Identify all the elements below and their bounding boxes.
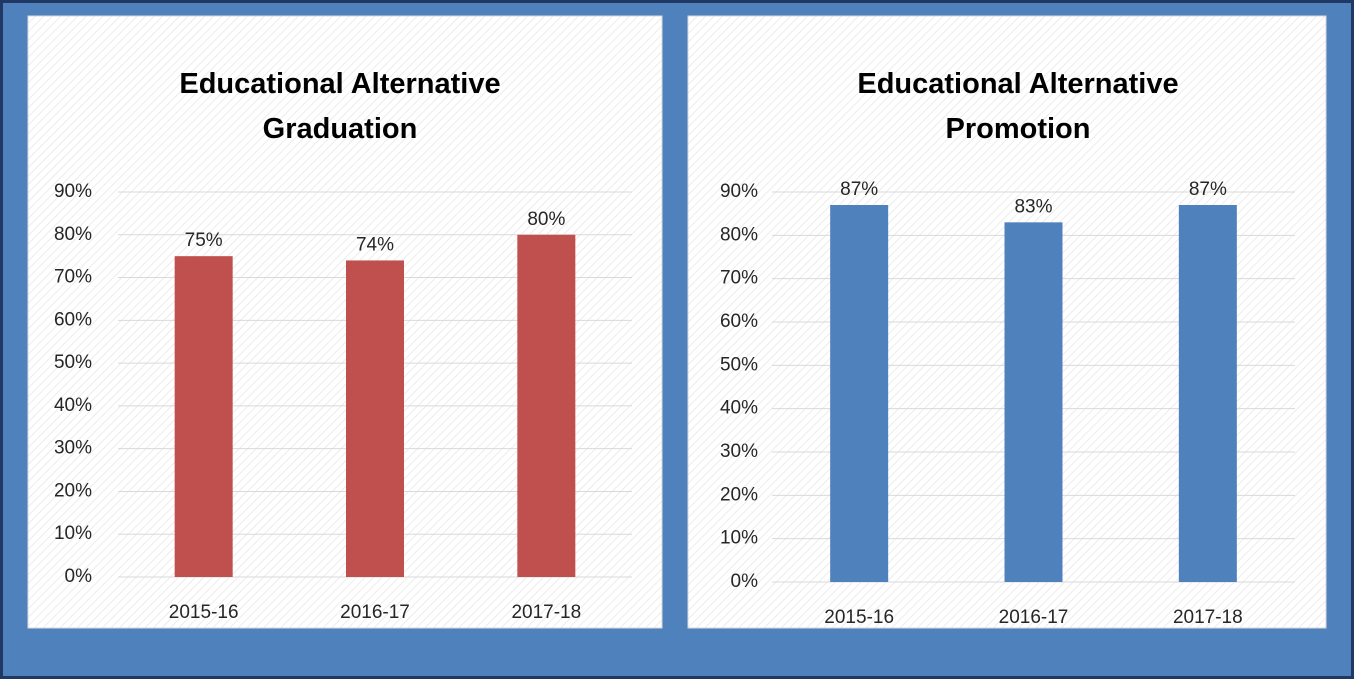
chart-title: Educational Alternative Promotion	[857, 68, 1179, 145]
x-tick-label: 2017-18	[1173, 607, 1243, 628]
bar	[1004, 222, 1063, 583]
data-label: 75%	[185, 230, 223, 251]
y-tick-label: 60%	[720, 311, 758, 332]
y-tick-label: 90%	[720, 181, 758, 202]
y-tick-label: 50%	[720, 354, 758, 375]
data-label: 87%	[1189, 179, 1227, 200]
y-tick-label: 20%	[54, 480, 92, 501]
bar	[174, 256, 233, 577]
bar	[346, 260, 404, 577]
y-tick-label: 40%	[54, 395, 92, 416]
y-tick-label: 80%	[720, 224, 758, 245]
y-tick-label: 30%	[54, 438, 92, 459]
x-tick-label: 2016-17	[999, 607, 1069, 628]
y-tick-label: 80%	[54, 224, 92, 245]
y-tick-label: 90%	[54, 181, 92, 202]
x-tick-label: 2017-18	[511, 602, 581, 623]
y-tick-label: 40%	[720, 398, 758, 419]
y-tick-label: 30%	[720, 441, 758, 462]
y-tick-label: 70%	[720, 268, 758, 289]
x-tick-label: 2015-16	[824, 607, 894, 628]
y-tick-label: 0%	[65, 566, 93, 587]
data-label: 87%	[840, 179, 878, 200]
y-tick-label: 60%	[54, 309, 92, 330]
y-tick-label: 0%	[731, 571, 759, 592]
y-tick-label: 50%	[54, 352, 92, 373]
y-tick-label: 10%	[720, 528, 758, 549]
chart-title: Educational Alternative Graduation	[179, 68, 501, 145]
bar	[1178, 205, 1237, 582]
x-tick-label: 2016-17	[340, 602, 410, 623]
y-tick-label: 70%	[54, 267, 92, 288]
y-tick-label: 20%	[720, 484, 758, 505]
x-tick-label: 2015-16	[169, 602, 239, 623]
data-label: 80%	[527, 209, 565, 230]
data-label: 74%	[356, 234, 394, 255]
bar	[830, 205, 889, 582]
bar	[517, 234, 576, 577]
data-label: 83%	[1014, 196, 1052, 217]
y-tick-label: 10%	[54, 523, 92, 544]
